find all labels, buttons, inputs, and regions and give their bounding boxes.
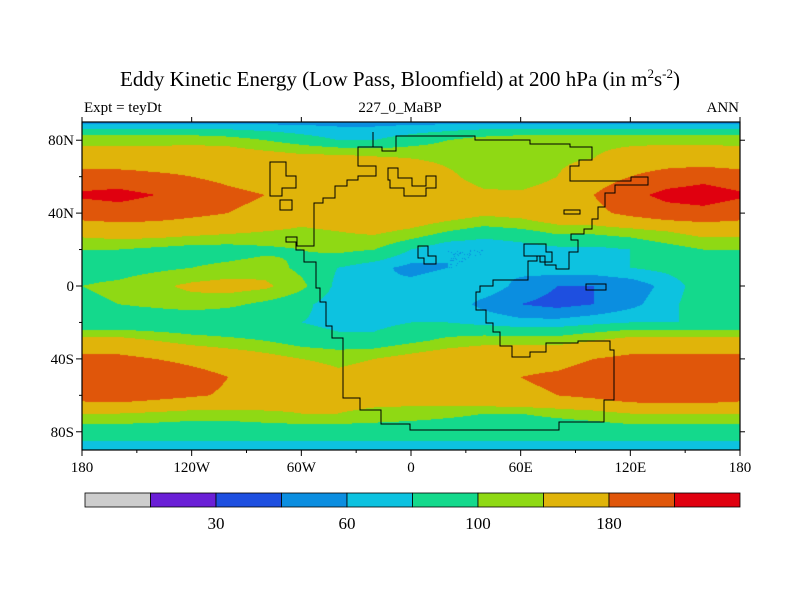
colorbar: 30 60 100 180 [84,492,741,533]
colorbar-label: 60 [339,514,356,533]
experiment-label: Expt = teyDt [84,100,162,116]
chart-title: Eddy Kinetic Energy (Low Pass, Bloomfiel… [120,66,680,91]
x-tick-label: 60E [509,460,533,476]
colorbar-label: 100 [465,514,491,533]
x-tick-label: 60W [287,460,317,476]
x-tick-label: 120W [173,460,211,476]
colorbar-box [215,492,282,508]
colorbar-box [608,492,675,508]
colorbar-box [346,492,413,508]
plot-area [81,121,741,451]
y-axis: 80N 40N 0 40S 80S [48,133,745,441]
colorbar-box [412,492,479,508]
colorbar-box [543,492,610,508]
y-tick-label: 80S [51,425,74,441]
colorbar-box [281,492,348,508]
x-tick-label: 0 [407,460,415,476]
x-tick-label: 180 [729,460,752,476]
colorbar-box [150,492,217,508]
x-axis: 180 120W 60W 0 60E 120E 180 [71,117,752,476]
y-tick-label: 80N [48,133,74,149]
colorbar-label: 180 [596,514,622,533]
coastline-outline [269,132,649,431]
x-tick-label: 180 [71,460,94,476]
run-label: 227_0_MaBP [358,100,442,116]
season-label: ANN [706,100,740,116]
colorbar-box [84,492,151,508]
colorbar-box [674,492,741,508]
y-tick-label: 40S [51,352,74,368]
x-tick-label: 120E [614,460,646,476]
y-tick-label: 0 [67,279,75,295]
y-tick-label: 40N [48,206,74,222]
eke-field [82,122,740,450]
colorbar-label: 30 [208,514,225,533]
colorbar-box [477,492,544,508]
